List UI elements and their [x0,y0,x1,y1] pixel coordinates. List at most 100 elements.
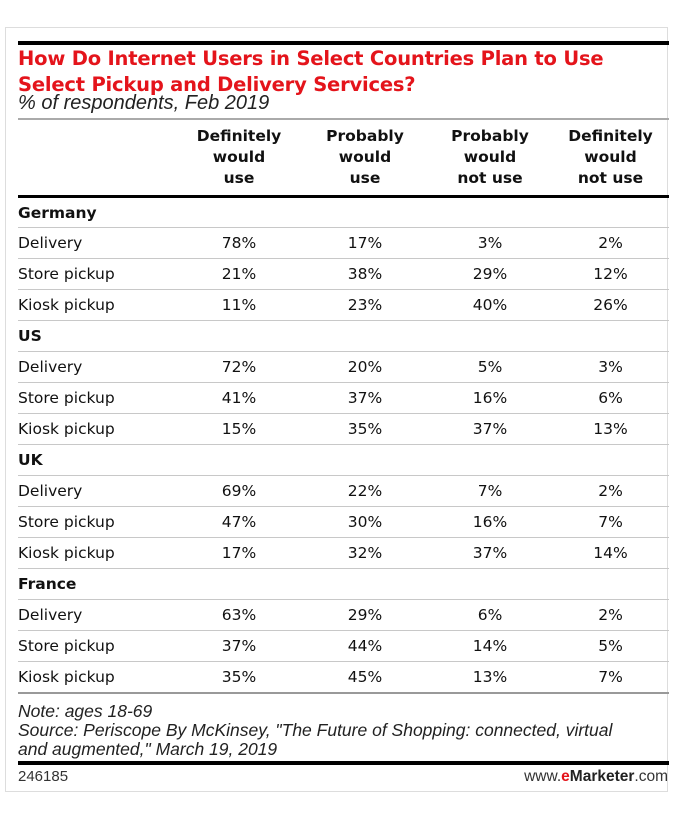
brand-e: e [561,768,570,785]
row-label: Kiosk pickup [18,537,176,569]
value-cell: 5% [428,351,552,383]
group-label: UK [18,444,669,476]
table-row: Delivery 69% 22% 7% 2% [18,475,669,507]
row-label: Delivery [18,475,176,507]
value-cell: 72% [176,351,302,383]
value-cell: 29% [302,599,428,631]
header-blank [18,120,176,197]
column-header-line: would [212,148,266,166]
brand-prefix: www. [524,768,562,785]
column-header-line: use [223,169,255,187]
value-cell: 38% [302,258,428,290]
note: Note: ages 18-69 [18,701,153,721]
header-row: Definitely would use Probably would use Probab… [18,120,669,197]
table-row: Store pickup 37% 44% 14% 5% [18,630,669,662]
row-label: Delivery [18,599,176,631]
row-label: Store pickup [18,630,176,662]
value-cell: 32% [302,537,428,569]
value-cell: 44% [302,630,428,662]
value-cell: 2% [552,475,669,507]
value-cell: 30% [302,506,428,538]
row-label: Kiosk pickup [18,413,176,445]
group-row: UK [18,444,669,476]
table-row: Kiosk pickup 11% 23% 40% 26% [18,289,669,321]
value-cell: 63% [176,599,302,631]
table-row: Delivery 72% 20% 5% 3% [18,351,669,383]
table-row: Store pickup 21% 38% 29% 12% [18,258,669,290]
value-cell: 26% [552,289,669,321]
value-cell: 7% [428,475,552,507]
column-header-line: Definitely [568,127,653,145]
group-label: US [18,320,669,352]
notes: Note: ages 18-69 Source: Periscope By Mc… [18,702,678,759]
group-row: Germany [18,196,669,228]
value-cell: 37% [176,630,302,662]
column-header-line: would [338,148,392,166]
table-row: Delivery 63% 29% 6% 2% [18,599,669,631]
value-cell: 21% [176,258,302,290]
value-cell: 14% [428,630,552,662]
chart-subtitle: % of respondents, Feb 2019 [18,92,270,114]
value-cell: 16% [428,382,552,414]
value-cell: 78% [176,227,302,259]
value-cell: 11% [176,289,302,321]
value-cell: 22% [302,475,428,507]
row-label: Store pickup [18,382,176,414]
data-table: Definitely would use Probably would use Probab… [18,120,669,694]
value-cell: 41% [176,382,302,414]
value-cell: 37% [428,413,552,445]
column-header-line: would [584,148,637,166]
column-header: Probably would not use [428,120,552,197]
row-label: Kiosk pickup [18,289,176,321]
value-cell: 40% [428,289,552,321]
column-header-line: Definitely [196,127,282,145]
emarketer-logo: www.eMarketer.com [524,768,668,786]
source-line-1: Source: Periscope By McKinsey, "The Futu… [18,720,613,740]
value-cell: 14% [552,537,669,569]
value-cell: 29% [428,258,552,290]
value-cell: 3% [552,351,669,383]
value-cell: 6% [552,382,669,414]
group-label: France [18,568,669,600]
value-cell: 20% [302,351,428,383]
row-label: Kiosk pickup [18,661,176,694]
table-row: Delivery 78% 17% 3% 2% [18,227,669,259]
bottom-rule [18,761,669,765]
chart-title: How Do Internet Users in Select Countrie… [18,47,604,96]
value-cell: 17% [176,537,302,569]
table-row: Store pickup 47% 30% 16% 7% [18,506,669,538]
table-row: Kiosk pickup 17% 32% 37% 14% [18,537,669,569]
value-cell: 5% [552,630,669,662]
value-cell: 17% [302,227,428,259]
value-cell: 2% [552,227,669,259]
value-cell: 35% [302,413,428,445]
row-label: Delivery [18,351,176,383]
value-cell: 69% [176,475,302,507]
value-cell: 6% [428,599,552,631]
value-cell: 35% [176,661,302,694]
column-header-line: use [349,169,381,187]
value-cell: 45% [302,661,428,694]
value-cell: 7% [552,506,669,538]
value-cell: 13% [552,413,669,445]
row-label: Delivery [18,227,176,259]
column-header-line: Probably [326,127,404,145]
group-label: Germany [18,196,669,228]
brand-marketer: Marketer [569,768,635,785]
value-cell: 23% [302,289,428,321]
column-header: Definitely would not use [552,120,669,197]
column-header-line: not use [577,169,644,187]
table-row: Kiosk pickup 35% 45% 13% 7% [18,661,669,694]
column-header-line: would [463,148,517,166]
table-row: Kiosk pickup 15% 35% 37% 13% [18,413,669,445]
value-cell: 47% [176,506,302,538]
row-label: Store pickup [18,506,176,538]
column-header: Definitely would use [176,120,302,197]
row-label: Store pickup [18,258,176,290]
value-cell: 3% [428,227,552,259]
chart-id: 246185 [18,768,69,785]
value-cell: 7% [552,661,669,694]
group-row: US [18,320,669,352]
group-row: France [18,568,669,600]
column-header-line: Probably [451,127,529,145]
